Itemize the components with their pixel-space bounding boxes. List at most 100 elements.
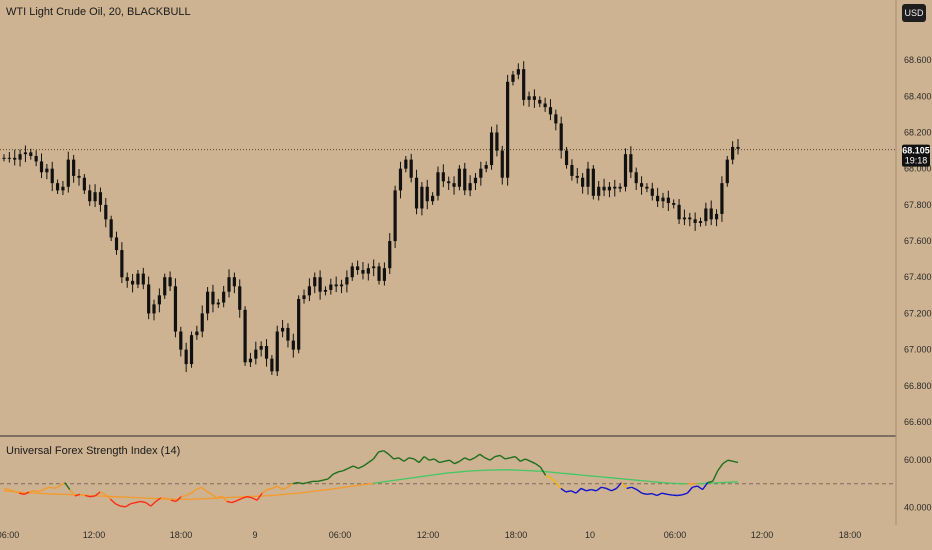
candle-body xyxy=(538,99,542,104)
candle xyxy=(495,124,499,157)
strength-line-segment xyxy=(297,481,303,485)
candle xyxy=(436,166,440,201)
candle-body xyxy=(307,286,311,296)
candle-body xyxy=(313,277,317,287)
candle xyxy=(238,279,242,318)
candle-body xyxy=(613,186,617,189)
candle-body xyxy=(479,168,483,178)
candle xyxy=(607,182,612,198)
candle xyxy=(564,146,569,169)
strength-line-segment xyxy=(206,490,212,495)
candle xyxy=(731,141,735,165)
candle-body xyxy=(222,291,226,303)
candle xyxy=(361,262,365,280)
candle xyxy=(61,180,65,196)
candle-body xyxy=(291,340,295,350)
candle-body xyxy=(382,268,386,281)
candle-body xyxy=(200,313,204,332)
candle xyxy=(254,341,258,365)
candle-body xyxy=(527,96,531,100)
candle-body xyxy=(559,123,563,151)
price-tick-label: 66.800 xyxy=(904,381,932,391)
candle xyxy=(211,284,215,313)
strength-line-segment xyxy=(130,501,136,505)
candle-body xyxy=(516,69,520,75)
candle xyxy=(672,199,676,209)
strength-line-segment xyxy=(317,479,324,483)
strength-line-segment xyxy=(661,492,668,496)
strength-line-segment xyxy=(181,494,187,498)
candle-body xyxy=(184,349,188,365)
candle-body xyxy=(55,183,60,191)
candle-body xyxy=(489,132,494,166)
candle-body xyxy=(586,168,590,187)
time-tick-label: 18:00 xyxy=(170,530,193,540)
candle-body xyxy=(329,284,333,290)
candle xyxy=(559,116,563,159)
candle xyxy=(650,182,654,201)
strength-line-segment xyxy=(585,488,592,492)
strength-line-segment xyxy=(423,456,430,461)
candle-body xyxy=(666,197,670,204)
candle xyxy=(147,276,151,320)
candle-body xyxy=(607,186,612,191)
candle xyxy=(157,288,161,313)
currency-button[interactable]: USD xyxy=(902,4,926,22)
time-tick-label: 18:00 xyxy=(839,530,862,540)
candle xyxy=(581,173,585,194)
candle-body xyxy=(356,266,360,270)
indicator-axis-labels: 60.000 40.000 xyxy=(904,455,932,512)
time-axis-labels: 06:00 12:00 18:00 9 06:00 12:00 18:00 10 06:00 12… xyxy=(0,530,861,540)
price-tick-label: 67.200 xyxy=(904,308,932,318)
candle xyxy=(168,271,172,291)
signal-line-segment xyxy=(332,487,339,490)
candle-body xyxy=(468,183,472,191)
candle xyxy=(677,199,681,225)
candle-body xyxy=(23,152,28,155)
candle xyxy=(575,167,579,184)
candle-body xyxy=(136,273,140,285)
candle xyxy=(243,306,247,366)
strength-line-segment xyxy=(615,482,623,489)
signal-line-segment xyxy=(388,479,394,482)
time-tick-label: 12:00 xyxy=(751,530,774,540)
candle-body xyxy=(570,165,574,176)
candle-body xyxy=(297,298,301,350)
strength-line-segment xyxy=(499,454,506,460)
strength-line-segment xyxy=(287,483,293,488)
candle-body xyxy=(227,277,231,292)
strength-line-segment xyxy=(190,489,197,494)
candle-body xyxy=(425,186,429,202)
signal-line-segment xyxy=(373,481,379,484)
candle xyxy=(516,63,520,80)
candle xyxy=(661,192,665,209)
candle xyxy=(152,299,156,321)
candle-body xyxy=(581,177,585,187)
candle xyxy=(125,272,129,288)
candle-body xyxy=(639,183,644,187)
strength-line-segment xyxy=(626,486,632,490)
candle xyxy=(136,270,140,289)
candle xyxy=(297,295,301,354)
candle xyxy=(591,165,595,200)
strength-line-segment xyxy=(631,486,638,491)
strength-line-segment xyxy=(196,486,202,491)
candle-body xyxy=(350,266,354,278)
candle-body xyxy=(495,132,499,151)
candle xyxy=(709,200,713,226)
strength-line-segment xyxy=(29,490,35,493)
strength-line-segment xyxy=(358,465,364,470)
candle xyxy=(431,192,435,205)
candle xyxy=(377,262,381,285)
price-pane[interactable] xyxy=(0,61,896,377)
indicator-pane[interactable] xyxy=(0,450,896,508)
signal-line-segment xyxy=(353,484,359,487)
candle xyxy=(468,175,472,197)
candle-body xyxy=(248,358,253,363)
strength-line-segment xyxy=(74,493,81,497)
candle xyxy=(222,285,226,308)
candle-body xyxy=(602,186,606,191)
strength-line-segment xyxy=(439,460,445,464)
candle xyxy=(623,148,628,192)
